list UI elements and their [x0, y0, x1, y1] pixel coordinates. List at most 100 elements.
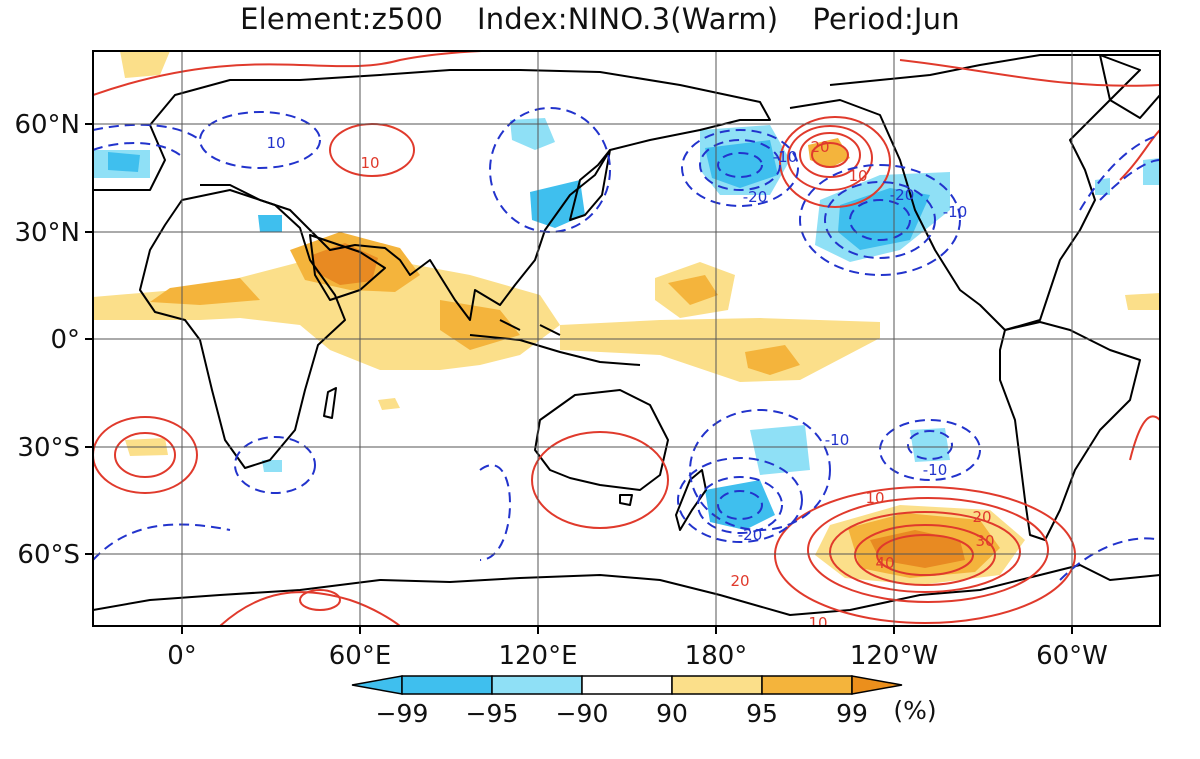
contour-label: 10: [360, 154, 379, 172]
coast-australia: [534, 389, 669, 491]
contour-neg: [234, 436, 316, 494]
lat-label: 0°: [50, 325, 80, 355]
title-period: Period:Jun: [812, 2, 960, 36]
contour-label: 30: [975, 532, 994, 550]
coast-new-zealand: [675, 469, 707, 531]
coast-antarctica: [93, 564, 1160, 616]
contour-neg: [93, 123, 201, 141]
contour-neg: [799, 164, 961, 276]
contour-pos: [531, 431, 669, 529]
shade-s-indian-pos90: [378, 398, 400, 410]
contour-pos: [899, 59, 1160, 87]
colorbar-tick-label: −90: [556, 699, 609, 728]
contour-label: 10: [266, 134, 285, 152]
contour-neg: [479, 464, 511, 561]
colorbar-segment: [401, 675, 493, 695]
colorbar-tick-label: 99: [836, 699, 868, 728]
contour-pos: [1119, 129, 1160, 181]
colorbar-tick-label: 95: [746, 699, 778, 728]
contour-pos: [93, 51, 510, 96]
coast-japan: [569, 149, 611, 221]
lon-label: 0°: [167, 641, 197, 671]
contour-label: -10: [773, 148, 798, 166]
shade-n-pacific-neg95: [705, 140, 778, 188]
contour-neg: [93, 523, 231, 561]
colorbar-unit: (%): [893, 696, 936, 725]
contour-label: 10: [848, 167, 867, 185]
longitude-labels: 0° 60°E 120°E 180° 120°W 60°W: [167, 641, 1108, 671]
positive-contours: [93, 51, 1160, 626]
colorbar-segment: [671, 675, 763, 695]
shade-med-neg95: [258, 215, 282, 232]
contour-pos: [93, 416, 198, 494]
shade-sahel-pos95: [150, 278, 260, 305]
shade-europe-neg95: [108, 152, 140, 172]
contour-label: 40: [875, 554, 894, 572]
coast-indonesia: [469, 319, 641, 366]
contour-pos: [299, 589, 341, 611]
contour-label: 20: [810, 138, 829, 156]
colorbar-tick-label: −95: [466, 699, 519, 728]
contour-pos: [774, 486, 1076, 624]
contour-label: -10: [943, 203, 968, 221]
contour-label: -10: [923, 461, 948, 479]
contour-label: -10: [825, 431, 850, 449]
title-element: Element:z500: [240, 2, 443, 36]
contour-label: -20: [890, 186, 915, 204]
contour-pos: [114, 432, 176, 478]
coast-greenland: [1099, 54, 1160, 119]
shade-atlantic-neg90: [1095, 178, 1110, 195]
lon-label: 60°E: [329, 641, 392, 671]
contour-neg: [907, 430, 953, 460]
contour-pos: [799, 132, 861, 178]
colorbar-tick-label: −99: [376, 699, 429, 728]
contour-pos: [779, 116, 891, 208]
contour-pos: [219, 591, 401, 626]
contour-label: -20: [743, 188, 768, 206]
lat-label: 60°N: [14, 110, 80, 140]
contour-neg: [717, 152, 763, 178]
contour-neg: [199, 111, 321, 169]
colorbar-tick-label: 90: [656, 699, 688, 728]
colorbar-segment: [491, 675, 583, 695]
contour-label: 20: [972, 508, 991, 526]
colorbar-labels: −99 −95 −90 90 95 99 (%): [376, 696, 937, 728]
contour-neg: [879, 419, 981, 481]
contour-pos: [829, 511, 1021, 593]
lon-label: 120°E: [498, 641, 577, 671]
colorbar: [351, 675, 903, 695]
contour-pos: [854, 524, 996, 586]
shade-atlantic2-neg90: [1143, 158, 1160, 185]
tick-marks: [85, 123, 1073, 634]
contour-label: 20: [730, 572, 749, 590]
colorbar-segment: [581, 675, 673, 695]
latitude-labels: 60°N 30°N 0° 30°S 60°S: [14, 110, 80, 570]
shade-s-pacific-neg95: [705, 480, 775, 530]
contour-neg: [824, 181, 936, 259]
map-title: Element:z500 Index:NINO.3(Warm) Period:Jun: [0, 2, 1200, 36]
colorbar-segment: [851, 675, 903, 695]
graticule: [93, 51, 1160, 626]
contour-neg: [849, 199, 911, 241]
coast-africa: [139, 189, 346, 469]
contour-neg: [717, 490, 763, 520]
contour-label: 10: [865, 489, 884, 507]
contour-neg: [489, 107, 611, 233]
contour-pos: [811, 142, 849, 168]
contour-neg: [689, 409, 831, 531]
coast-south-america: [999, 321, 1141, 541]
contour-pos: [787, 125, 873, 191]
contour-pos: [1129, 415, 1160, 461]
coast-tasmania: [619, 494, 633, 506]
lat-label: 30°S: [17, 433, 80, 463]
negative-contours: [93, 107, 1160, 581]
shade-arctic-pos90: [120, 51, 170, 78]
shade-japan-neg90: [510, 118, 555, 150]
contour-label: -20: [738, 526, 763, 544]
lon-label: 180°: [685, 641, 748, 671]
shade-atlantic-pos90: [1125, 293, 1160, 310]
contour-pos: [807, 497, 1049, 603]
contour-neg: [677, 457, 803, 543]
contour-neg: [1099, 159, 1160, 201]
